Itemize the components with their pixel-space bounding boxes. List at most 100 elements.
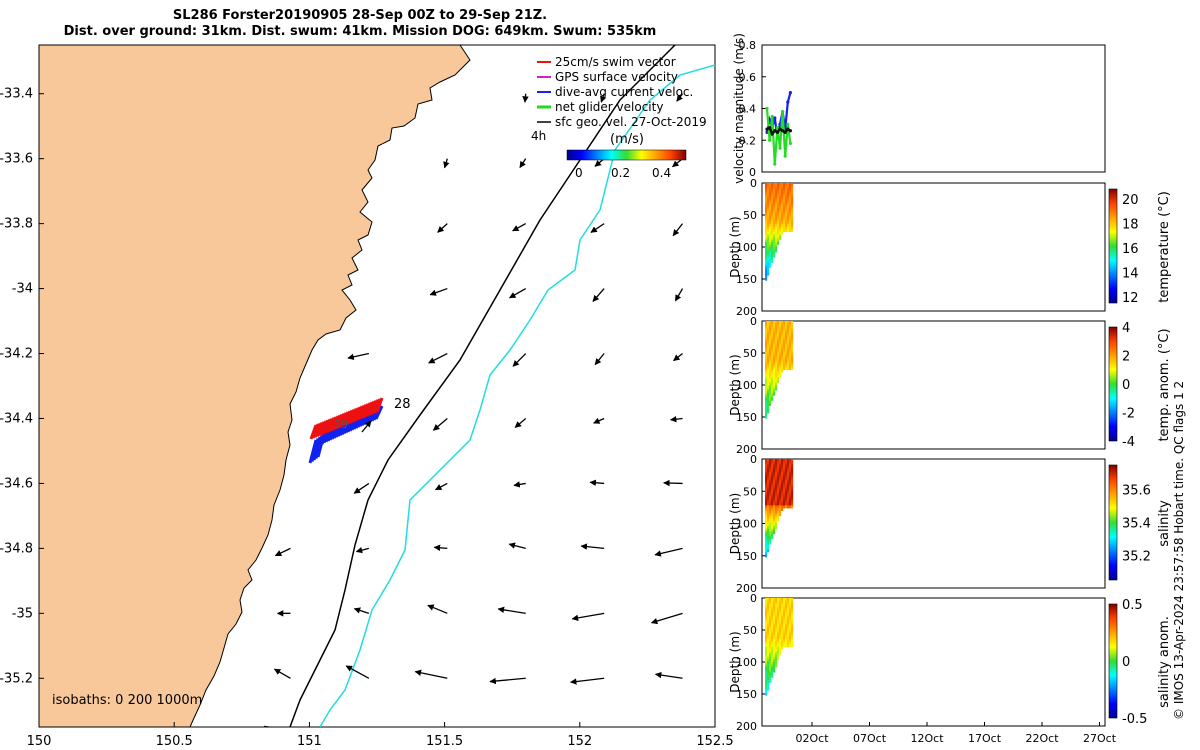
section-cell	[781, 479, 784, 483]
section-colorbar-tick: 16	[1122, 242, 1139, 257]
section-cell	[779, 489, 782, 493]
section-cell	[777, 379, 780, 383]
section-cell	[783, 185, 786, 189]
section-cell	[785, 361, 788, 365]
velocity-point	[788, 141, 793, 146]
section-cell	[771, 364, 774, 368]
section-cell	[767, 479, 770, 483]
section-cell	[779, 618, 782, 622]
section-cell	[781, 487, 784, 491]
section-cell	[787, 610, 790, 614]
section-cell	[765, 379, 768, 383]
section-cell	[765, 508, 768, 511]
section-cell	[779, 492, 782, 496]
section-cell	[777, 213, 780, 217]
section-cell	[767, 508, 770, 511]
section-cell	[779, 359, 782, 363]
section-cell	[791, 190, 794, 194]
section-cell	[781, 613, 784, 617]
section-cell	[787, 477, 790, 481]
geostrophic-arrow	[437, 223, 448, 233]
section-cell	[779, 341, 782, 345]
section-cell	[765, 262, 768, 266]
section-cell	[777, 471, 780, 475]
swim-vector	[365, 401, 374, 417]
section-cell	[787, 193, 790, 197]
section-cell	[779, 651, 782, 655]
section-cell	[767, 654, 770, 658]
section-cell	[789, 469, 792, 473]
geostrophic-arrow	[353, 607, 370, 614]
section-cell	[773, 234, 776, 238]
section-cell	[787, 190, 790, 194]
section-cell	[781, 502, 784, 506]
section-cell	[775, 492, 778, 496]
section-cell	[779, 185, 782, 189]
section-cell	[785, 469, 788, 473]
section-cell	[771, 474, 774, 478]
section-cell	[783, 502, 786, 506]
section-cell	[781, 459, 784, 462]
section-cell	[781, 600, 784, 604]
section-cell	[765, 615, 768, 619]
section-cell	[765, 405, 768, 409]
section-cell	[781, 461, 784, 465]
geostrophic-arrow	[650, 612, 683, 625]
geostrophic-arrow	[512, 223, 527, 232]
section-ytick-label: 50	[743, 209, 757, 222]
section-cell	[787, 208, 790, 212]
section-cell	[789, 615, 792, 619]
section-cell	[773, 664, 776, 668]
swim-vector	[313, 422, 322, 438]
section-cell	[767, 500, 770, 504]
section-cell	[773, 326, 776, 330]
section-cell	[783, 351, 786, 355]
section-cell	[769, 541, 772, 545]
map-x-ticks: 150 150.5 151 151.5 152 152.5	[27, 722, 734, 749]
section-cell	[781, 331, 784, 335]
section-cell	[787, 628, 790, 632]
section-cell	[785, 226, 788, 230]
section-cell	[767, 487, 770, 491]
section-cell	[771, 497, 774, 501]
section-cell	[767, 252, 770, 256]
section-cell	[777, 354, 780, 358]
section-cell	[771, 361, 774, 365]
section-cell	[765, 685, 768, 688]
section-cell	[791, 505, 794, 509]
section-cell	[787, 326, 790, 330]
section-cell	[769, 356, 772, 360]
section-cell	[771, 254, 774, 258]
section-ytick-label: 50	[743, 485, 757, 498]
geostrophic-arrow	[654, 671, 683, 679]
section-cell	[771, 654, 774, 658]
section-cell	[773, 603, 776, 607]
section-ytick-label: 100	[736, 518, 757, 531]
section-cell	[767, 662, 770, 665]
section-cell	[765, 208, 768, 212]
section-colorbar-label: temp. anom. (°C)	[1157, 328, 1172, 441]
section-cell	[775, 349, 778, 353]
section-cell	[775, 633, 778, 637]
velocity-point	[786, 122, 790, 126]
swim-vector	[359, 404, 368, 420]
section-cell	[779, 223, 782, 227]
section-cell	[781, 193, 784, 197]
section-cell	[769, 664, 772, 668]
section-cell	[779, 474, 782, 478]
section-cell	[791, 598, 794, 601]
section-cell	[789, 333, 792, 337]
section-cell	[775, 508, 778, 511]
section-cell	[769, 492, 772, 496]
section-cell	[779, 221, 782, 225]
section-colorbar-tick: -2	[1122, 407, 1135, 422]
section-cell	[769, 659, 772, 663]
section-cell	[767, 484, 770, 488]
section-cell	[775, 469, 778, 473]
section-cell	[773, 239, 776, 243]
section-cell	[767, 685, 770, 688]
section-cell	[777, 603, 780, 607]
section-cell	[771, 216, 774, 220]
geostrophic-arrow	[571, 612, 605, 622]
section-cell	[773, 336, 776, 340]
